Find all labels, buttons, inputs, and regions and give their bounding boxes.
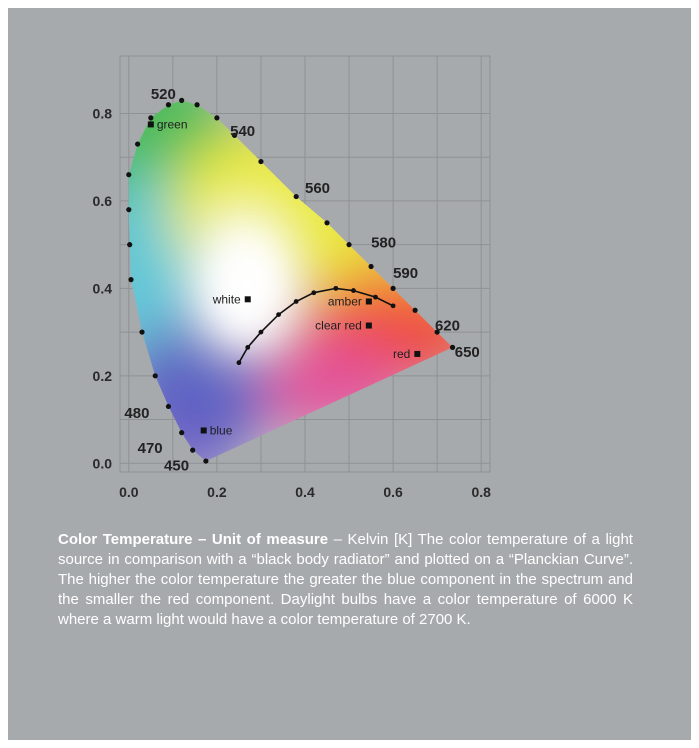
planckian-curve: [236, 285, 396, 366]
wavelength-label: 520: [151, 86, 176, 103]
wavelength-label: 650: [455, 344, 480, 361]
locus-dot: [190, 447, 196, 453]
wavelength-label: 560: [305, 180, 330, 197]
named-point-marker: [365, 322, 372, 329]
y-tick-label: 0.6: [93, 193, 113, 209]
wavelength-label: 470: [138, 440, 163, 457]
locus-dot: [128, 277, 134, 283]
wavelength-label: 450: [164, 457, 189, 474]
white-point-glow: [213, 240, 282, 337]
locus-dot: [135, 141, 141, 147]
locus-dot: [390, 285, 396, 291]
planckian-dot: [293, 299, 299, 304]
locus-dot: [324, 220, 330, 226]
locus-dot: [449, 344, 456, 350]
named-point-marker: [414, 350, 421, 357]
x-tick-label: 0.0: [119, 484, 139, 500]
planckian-dot: [373, 294, 378, 300]
wavelength-label: 540: [230, 123, 255, 140]
planckian-dot: [351, 288, 356, 293]
named-point-marker: [147, 121, 154, 128]
planckian-dot: [311, 290, 317, 296]
axis-tick-labels: 0.0 0.2 0.4 0.6 0.8 0.0 0.2 0.4 0.6 0.8: [93, 105, 492, 500]
y-tick-label: 0.4: [93, 280, 113, 296]
x-tick-label: 0.8: [471, 484, 491, 500]
locus-dot: [127, 242, 133, 248]
planckian-dot: [390, 303, 396, 309]
y-tick-label: 0.8: [93, 105, 113, 121]
locus-dot: [412, 307, 418, 313]
wavelength-label: 480: [124, 405, 149, 422]
x-tick-label: 0.6: [383, 484, 403, 500]
named-point-label: white: [212, 292, 241, 306]
y-tick-label: 0.2: [93, 368, 113, 384]
x-tick-label: 0.2: [207, 484, 227, 500]
locus-dot: [231, 132, 238, 138]
locus-dot: [179, 430, 185, 436]
locus-dot: [346, 242, 352, 248]
locus-dot: [214, 115, 220, 121]
planckian-dot: [276, 312, 281, 318]
locus-dot: [203, 458, 209, 464]
x-tick-label: 0.4: [295, 484, 315, 500]
caption-body: – Kelvin [K] The color temperature of a …: [58, 531, 633, 628]
chromaticity-diagram: green white amber clear red red blue 520 540 56…: [93, 55, 492, 500]
locus-dot: [179, 97, 185, 103]
locus-dot: [434, 329, 440, 335]
wavelength-label: 620: [435, 318, 460, 335]
named-point-marker: [365, 298, 372, 305]
locus-dot: [126, 172, 132, 178]
planckian-curve-line: [238, 287, 394, 364]
locus-dot: [139, 329, 145, 335]
locus-dot: [293, 193, 299, 200]
wavelength-label: 590: [393, 265, 418, 282]
named-point-marker: [244, 296, 251, 303]
caption-heading: Color Temperature – Unit of measure: [58, 531, 329, 548]
spectral-locus: [126, 97, 456, 464]
gamut-color-blob: [247, 339, 408, 430]
locus-dot: [368, 263, 374, 270]
locus-dot: [194, 102, 200, 108]
caption: Color Temperature – Unit of measure – Ke…: [58, 530, 633, 630]
white-glow: [213, 240, 282, 337]
y-tick-label: 0.0: [93, 455, 113, 471]
planckian-dot: [258, 329, 264, 335]
locus-dot: [126, 207, 132, 213]
named-point-label: green: [157, 117, 188, 131]
locus-dot: [258, 158, 264, 165]
locus-dot: [165, 102, 172, 108]
planckian-dot: [333, 285, 339, 291]
locus-dot: [148, 115, 154, 121]
planckian-dot: [245, 344, 251, 350]
named-color-points: green white amber clear red red blue: [147, 117, 421, 437]
named-point-label: red: [393, 347, 410, 361]
named-point-label: clear red: [315, 319, 362, 333]
locus-dot: [152, 373, 158, 379]
planckian-dot: [236, 360, 242, 366]
wavelength-label: 580: [371, 234, 396, 251]
named-point-marker: [200, 427, 207, 434]
locus-dot: [165, 403, 172, 410]
named-point-label: amber: [328, 294, 362, 308]
named-point-label: blue: [210, 423, 233, 437]
